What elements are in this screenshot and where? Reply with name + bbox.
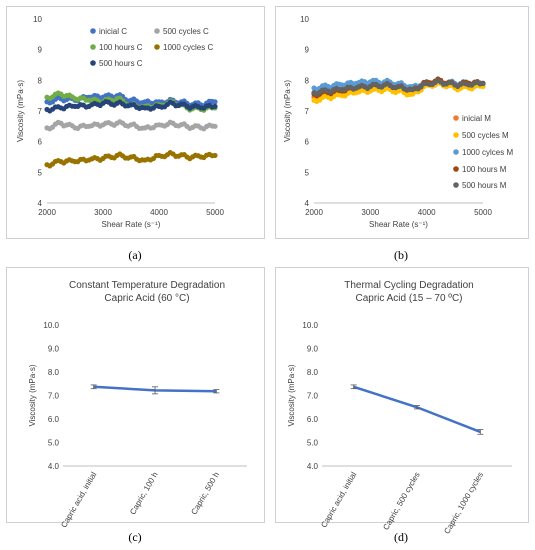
caption-b: (b) — [394, 248, 408, 262]
y-tick-label: 4 — [38, 199, 43, 208]
caption-d: (d) — [394, 530, 408, 544]
data-point — [212, 152, 218, 159]
legend-label: 1000 cylces M — [462, 148, 513, 157]
y-tick-label: 4 — [305, 199, 310, 208]
x-tick-label: 2000 — [305, 208, 323, 217]
legend-marker — [90, 44, 96, 50]
legend-label: 500 cycles C — [163, 27, 209, 36]
x-tick-label: Capric, 500 cycles — [381, 471, 421, 532]
y-axis-label: Viscosity (mPa·s) — [16, 80, 25, 142]
y-tick-label: 9 — [305, 46, 310, 55]
x-tick-label: Capric, 1000 cycles — [442, 471, 485, 536]
y-tick-label: 6.0 — [307, 415, 319, 424]
legend-label: 500 cycles M — [462, 131, 509, 140]
chart-subtitle: Capric Acid (15 – 70 ºC) — [355, 293, 462, 304]
y-tick-label: 9.0 — [48, 345, 60, 354]
legend-marker — [453, 182, 459, 188]
y-tick-label: 6 — [305, 138, 310, 147]
y-tick-label: 5.0 — [48, 439, 60, 448]
data-point — [212, 99, 218, 105]
x-tick-label: 5000 — [474, 208, 492, 217]
y-tick-label: 8.0 — [307, 368, 319, 377]
x-tick-label: 2000 — [38, 208, 56, 217]
caption-c: (c) — [128, 530, 142, 544]
y-tick-label: 8 — [38, 76, 43, 85]
y-tick-label: 10.0 — [302, 321, 318, 330]
chart-title: Constant Temperature Degradation — [69, 280, 225, 291]
y-tick-label: 9.0 — [307, 345, 319, 354]
x-tick-label: 5000 — [206, 208, 224, 217]
series-500-hours-c — [44, 98, 218, 114]
legend-marker — [90, 60, 96, 66]
x-tick-label: Capric acid, initial — [59, 470, 98, 529]
x-tick-label: Capric, 500 h — [189, 471, 221, 517]
legend-marker — [90, 28, 96, 34]
legend-label: inicial C — [99, 27, 127, 36]
y-tick-label: 6 — [38, 138, 43, 147]
legend-label: 1000 cycles C — [163, 43, 213, 52]
y-axis-label: Viscosity (mPa·s) — [28, 364, 37, 426]
y-tick-label: 7 — [38, 107, 43, 116]
legend-label: inicial M — [462, 114, 491, 123]
x-tick-label: Capric, 100 h — [128, 471, 160, 517]
legend-label: 500 hours C — [99, 59, 143, 68]
legend-marker — [154, 28, 160, 34]
legend-marker — [453, 115, 459, 121]
y-tick-label: 8.0 — [48, 368, 60, 377]
x-tick-label: 3000 — [361, 208, 379, 217]
y-tick-label: 7.0 — [48, 392, 60, 401]
y-axis-label: Viscosity (mPa·s) — [287, 364, 296, 426]
scatter-chart-a: 4 5 6 7 8 9 10 2000 3000 4000 5000 Shear Rate (s⁻¹)… — [16, 15, 224, 229]
series-500-hours-m — [311, 77, 486, 97]
chart-panel-a: 4 5 6 7 8 9 10 2000 3000 4000 5000 Shear Rate (s⁻¹)… — [6, 6, 265, 239]
x-axis-label: Shear Rate (s⁻¹) — [102, 220, 161, 229]
x-tick-label: 4000 — [150, 208, 168, 217]
series-1000-cycles-c — [44, 150, 218, 169]
x-tick-label: 3000 — [94, 208, 112, 217]
x-axis-label: Shear Rate (s⁻¹) — [369, 220, 428, 229]
y-axis-label: Viscosity (mPa·s) — [283, 80, 292, 142]
legend-marker — [453, 149, 459, 155]
y-tick-label: 7.0 — [307, 392, 319, 401]
y-tick-label: 10 — [33, 15, 42, 24]
y-tick-label: 10 — [300, 15, 309, 24]
line-chart-d: Thermal Cycling Degradation Capric Acid (… — [287, 280, 512, 535]
legend-marker — [453, 132, 459, 138]
data-point — [212, 123, 218, 129]
series-500-cycles-c — [44, 119, 218, 132]
y-tick-label: 8 — [305, 76, 310, 85]
y-tick-label: 5.0 — [307, 439, 319, 448]
legend-label: 500 hours M — [462, 181, 507, 190]
y-tick-label: 6.0 — [48, 415, 60, 424]
data-point — [212, 103, 218, 109]
y-tick-label: 7 — [305, 107, 310, 116]
chart-panel-c: Constant Temperature Degradation Capric A… — [6, 267, 265, 529]
y-tick-label: 5 — [305, 168, 310, 177]
y-tick-label: 4.0 — [48, 462, 60, 471]
series-line — [353, 385, 481, 434]
legend-marker — [154, 44, 160, 50]
y-tick-label: 4.0 — [307, 462, 319, 471]
chart-subtitle: Capric Acid (60 °C) — [104, 293, 189, 304]
legend-label: 100 hours M — [462, 165, 507, 174]
legend-label: 100 hours C — [99, 43, 143, 52]
chart-title: Thermal Cycling Degradation — [344, 280, 474, 291]
y-tick-label: 9 — [38, 46, 43, 55]
chart-panel-d: Thermal Cycling Degradation Capric Acid (… — [275, 267, 529, 535]
x-tick-label: Capric acid, initial — [319, 470, 358, 529]
data-point — [480, 80, 486, 86]
scatter-chart-b: 4 5 6 7 8 9 10 2000 3000 4000 5000 Shear Rate (s⁻¹)… — [283, 15, 513, 229]
chart-panel-b: 4 5 6 7 8 9 10 2000 3000 4000 5000 Shear Rate (s⁻¹)… — [275, 6, 529, 239]
line-chart-c: Constant Temperature Degradation Capric A… — [28, 280, 247, 529]
x-tick-label: 4000 — [418, 208, 436, 217]
legend-marker — [453, 166, 459, 172]
y-tick-label: 10.0 — [43, 321, 59, 330]
y-tick-label: 5 — [38, 168, 43, 177]
caption-a: (a) — [128, 248, 142, 262]
